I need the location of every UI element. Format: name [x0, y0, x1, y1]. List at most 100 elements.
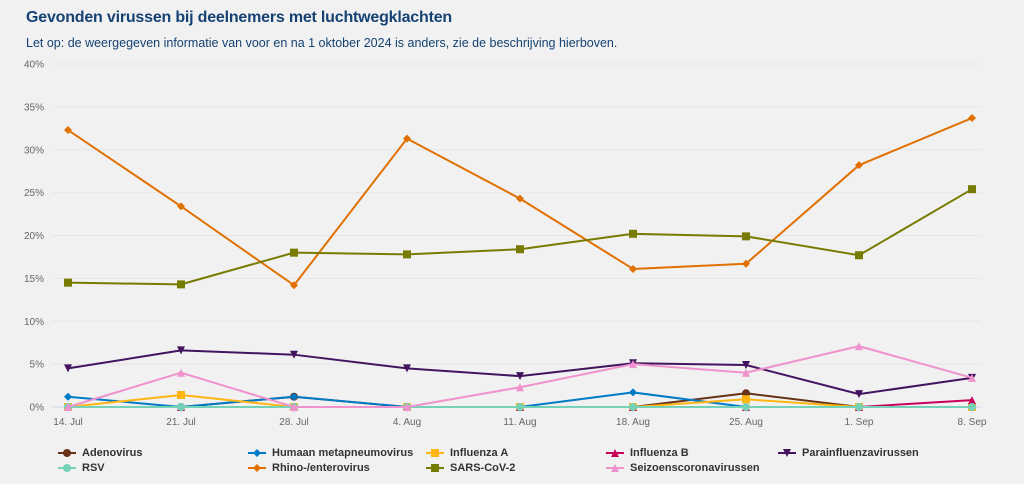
data-point[interactable] [968, 396, 976, 405]
series-parainfluenzavirussen [64, 346, 976, 399]
legend-label: Rhino-/enterovirus [272, 462, 370, 474]
data-point[interactable] [177, 403, 185, 411]
data-point[interactable] [629, 403, 637, 411]
legend-symbol-icon [606, 449, 624, 457]
legend-symbol-icon [606, 464, 624, 472]
data-point[interactable] [290, 248, 298, 257]
legend-label: Influenza A [450, 447, 509, 459]
legend-symbol-icon [248, 464, 266, 472]
legend-item-parainfluenzavirussen[interactable]: Parainfluenzavirussen [778, 446, 919, 460]
y-tick-label: 40% [24, 60, 44, 71]
legend-label: RSV [82, 462, 105, 474]
data-point[interactable] [629, 264, 637, 273]
legend-label: Humaan metapneumovirus [272, 447, 414, 459]
data-point[interactable] [855, 251, 863, 260]
legend-marker-icon [783, 449, 791, 457]
data-point[interactable] [64, 278, 72, 287]
y-tick-label: 30% [24, 145, 44, 156]
data-point[interactable] [968, 373, 976, 382]
x-tick-label: 8. Sep [958, 417, 987, 428]
data-point[interactable] [64, 126, 72, 135]
y-tick-label: 20% [24, 231, 44, 242]
legend-marker-icon [63, 449, 71, 457]
data-point[interactable] [64, 392, 72, 401]
data-point[interactable] [516, 403, 524, 411]
legend-symbol-icon [426, 464, 444, 472]
x-tick-label: 28. Jul [279, 417, 308, 428]
data-point[interactable] [516, 245, 524, 254]
data-point[interactable] [855, 342, 863, 351]
series-seizoenscoronavirussen [64, 342, 976, 411]
legend-item-seizoenscoronavirussen[interactable]: Seizoenscoronavirussen [606, 461, 760, 475]
legend-label: Parainfluenzavirussen [802, 447, 919, 459]
data-point[interactable] [855, 403, 863, 411]
legend-item-sars-cov-2[interactable]: SARS-CoV-2 [426, 461, 515, 475]
gridlines [52, 63, 981, 408]
data-point[interactable] [968, 114, 976, 123]
y-axis-ticks: 0% 5% 10% 15% 20% 25% 30% 35% 40% [24, 60, 44, 414]
legend-item-humaan-metapneumovirus[interactable]: Humaan metapneumovirus [248, 446, 413, 460]
data-point[interactable] [968, 403, 976, 411]
x-tick-label: 25. Aug [729, 417, 763, 428]
x-tick-label: 11. Aug [503, 417, 536, 428]
legend-item-rsv[interactable]: RSV [58, 461, 105, 475]
legend-marker-icon [611, 449, 619, 457]
data-point[interactable] [742, 368, 750, 377]
series-rhino-enterovirus [64, 114, 976, 290]
data-point[interactable] [64, 364, 72, 373]
data-point[interactable] [968, 185, 976, 194]
y-tick-label: 15% [24, 274, 44, 285]
data-point[interactable] [629, 388, 637, 397]
x-tick-label: 1. Sep [845, 417, 874, 428]
data-point[interactable] [403, 134, 411, 143]
legend: Adenovirus Humaan metapneumovirus Influenz… [58, 446, 1018, 478]
data-point[interactable] [742, 389, 750, 398]
data-point[interactable] [177, 202, 185, 211]
data-point[interactable] [177, 280, 185, 289]
legend-item-influenza-b[interactable]: Influenza B [606, 446, 689, 460]
x-tick-label: 18. Aug [616, 417, 650, 428]
x-tick-label: 14. Jul [53, 417, 82, 428]
data-point[interactable] [742, 395, 750, 404]
legend-symbol-icon [248, 449, 266, 457]
legend-symbol-icon [58, 464, 76, 472]
data-point[interactable] [177, 346, 185, 355]
legend-item-influenza-a[interactable]: Influenza A [426, 446, 508, 460]
data-point[interactable] [290, 403, 298, 411]
data-point[interactable] [290, 281, 298, 290]
data-point[interactable] [516, 383, 524, 392]
legend-item-adenovirus[interactable]: Adenovirus [58, 446, 143, 460]
data-point[interactable] [290, 350, 298, 359]
legend-symbol-icon [778, 449, 796, 457]
series-line [67, 188, 973, 286]
legend-item-rhino-enterovirus[interactable]: Rhino-/enterovirus [248, 461, 370, 475]
data-point[interactable] [403, 364, 411, 373]
data-point[interactable] [742, 259, 750, 268]
data-point[interactable] [855, 390, 863, 399]
data-point[interactable] [629, 360, 637, 369]
legend-marker-icon [63, 464, 71, 472]
x-tick-label: 21. Jul [166, 417, 195, 428]
data-point[interactable] [64, 403, 72, 411]
data-point[interactable] [516, 372, 524, 381]
series-sars-cov-2 [64, 185, 976, 289]
data-point[interactable] [290, 392, 298, 401]
y-tick-label: 5% [30, 360, 45, 371]
legend-symbol-icon [426, 449, 444, 457]
data-point[interactable] [177, 390, 185, 399]
legend-label: Adenovirus [82, 447, 143, 459]
data-point[interactable] [855, 161, 863, 170]
data-point[interactable] [403, 403, 411, 411]
y-tick-label: 35% [24, 102, 44, 113]
legend-marker-icon [253, 464, 261, 472]
chart-subtitle: Let op: de weergegeven informatie van vo… [26, 36, 618, 50]
data-point[interactable] [742, 232, 750, 241]
legend-label: Seizoenscoronavirussen [630, 462, 760, 474]
legend-label: Influenza B [630, 447, 689, 459]
data-point[interactable] [516, 194, 524, 203]
data-point[interactable] [403, 250, 411, 259]
data-point[interactable] [742, 403, 750, 411]
data-point[interactable] [177, 368, 185, 377]
data-point[interactable] [742, 360, 750, 369]
data-point[interactable] [629, 229, 637, 238]
